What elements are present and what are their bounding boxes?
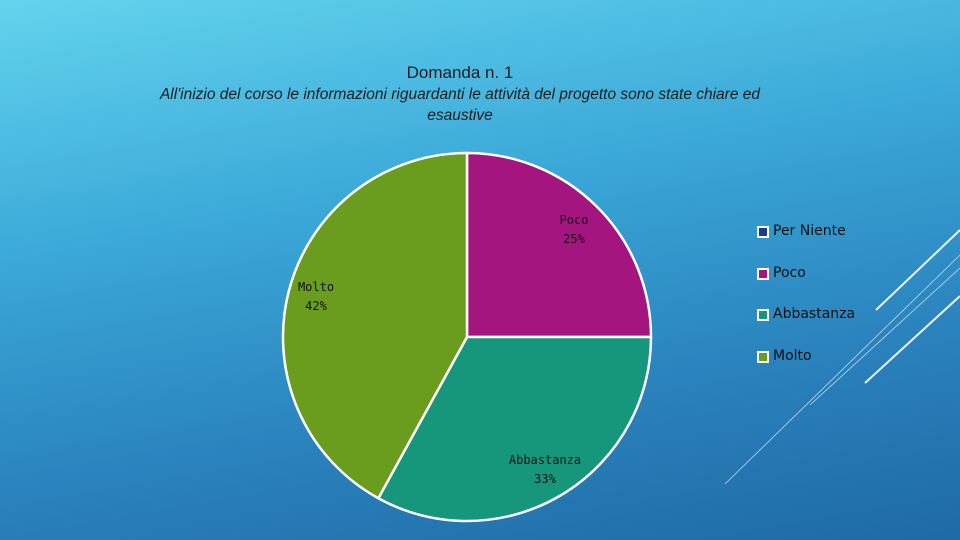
legend-label: Per Niente xyxy=(773,223,846,239)
legend-item-abbastanza: Abbastanza xyxy=(757,305,855,347)
legend-swatch xyxy=(757,309,769,321)
data-label-poco: Poco 25% xyxy=(560,213,589,246)
legend-label: Abbastanza xyxy=(773,306,856,322)
legend-swatch xyxy=(757,267,769,280)
legend-item-molto: Molto xyxy=(757,347,855,389)
pie-slice-abbastanza xyxy=(377,335,653,523)
legend-swatch xyxy=(757,350,769,363)
chart-subtitle: All'inizio del corso le informazioni rig… xyxy=(159,86,761,124)
pie-slice-molto xyxy=(281,151,469,500)
pie-slice-poco xyxy=(465,151,653,339)
legend-item-poco: Poco xyxy=(757,264,855,306)
data-label-molto: Molto 42% xyxy=(298,280,334,313)
legend-label: Molto xyxy=(773,347,812,364)
legend-item-per-niente: Per Niente xyxy=(757,222,855,264)
legend-label: Poco xyxy=(773,264,806,281)
legend-swatch xyxy=(757,226,769,238)
data-label-abbastanza: Abbastanza 33% xyxy=(509,453,581,486)
title-block: Domanda n. 1 All'inizio del corso le inf… xyxy=(110,62,810,126)
chart-title: Domanda n. 1 xyxy=(406,63,514,82)
chart-legend: Per Niente Poco Abbastanza Molto xyxy=(757,222,855,388)
